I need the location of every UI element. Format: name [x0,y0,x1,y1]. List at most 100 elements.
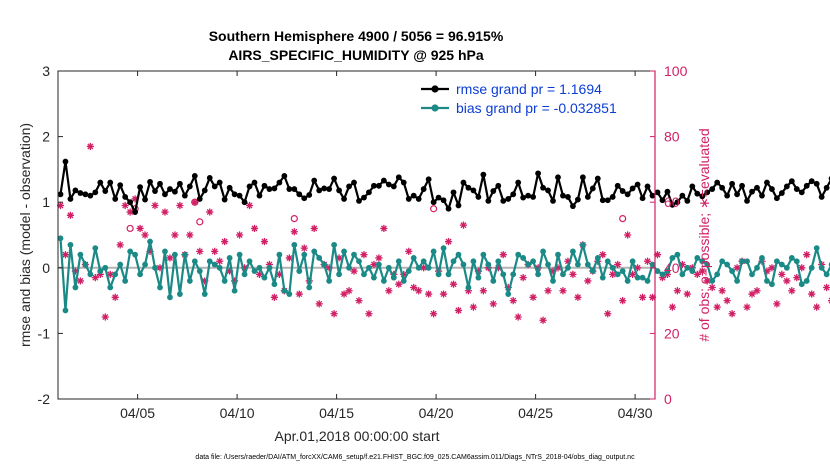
rmse-point [311,177,318,184]
rmse-point [286,186,293,192]
bias-point [729,268,736,274]
rmse-point [500,197,507,204]
rmse-point [251,179,258,186]
x-tick-label: 04/30 [618,405,653,421]
obs-evaluated-point [489,300,497,308]
obs-evaluated-point [365,310,373,318]
bias-point [395,258,402,265]
obs-evaluated-point [619,297,627,305]
bias-point [500,271,507,278]
rmse-point [579,174,586,181]
rmse-point [147,178,153,185]
rmse-point [619,188,626,194]
obs-evaluated-point [464,287,473,295]
bias-point [82,261,89,268]
rmse-point [196,196,203,202]
bias-point [545,261,551,268]
obs-evaluated-point [315,300,323,308]
rmse-point [221,196,228,203]
rmse-point [589,185,596,192]
rmse-point [316,187,323,194]
obs-evaluated-point [380,224,388,233]
rmse-point [361,194,367,201]
bias-point [634,274,641,281]
obs-possible-point [290,215,298,223]
bias-point [102,264,109,271]
rmse-point [371,182,377,189]
bias-point [719,258,726,265]
rmse-point [704,189,711,196]
x-tick-label: 04/05 [120,405,155,421]
obs-evaluated-point [713,303,721,311]
rmse-point [783,183,790,190]
bias-point [654,268,661,274]
rmse-point [744,197,750,204]
bias-point [206,258,213,265]
bias-point [231,287,238,294]
obs-evaluated-point [723,297,731,305]
bias-point [385,264,392,271]
bias-point [480,251,487,258]
y-right-tick-label: 40 [664,260,680,276]
bias-point [674,251,681,258]
bias-point [619,268,626,274]
bias-point [72,284,79,291]
bias-point [390,274,397,281]
bias-point [530,258,537,265]
obs-evaluated-point [683,290,691,298]
obs-evaluated-point [146,247,154,255]
obs-evaluated-point [330,310,338,318]
obs-evaluated-point [295,290,303,298]
bias-point [699,258,706,265]
obs-evaluated-point [459,221,468,229]
obs-possible-point [430,205,438,213]
rmse-point [460,179,467,186]
rmse-point [107,179,114,186]
bias-point [371,274,377,281]
obs-evaluated-point [350,267,358,275]
rmse-point [172,188,178,195]
bias-point [256,264,263,271]
bias-point [485,261,492,268]
obs-evaluated-point [743,303,751,311]
obs-evaluated-point [370,260,378,269]
obs-evaluated-point [544,287,552,295]
bias-point [117,261,124,268]
chart-title-line1: Southern Hemisphere 4900 / 5056 = 96.915… [209,28,504,44]
legend-bias-marker [431,104,439,112]
rmse-point [808,178,815,185]
rmse-point [813,180,820,187]
bias-point [62,307,69,314]
bias-point [440,245,447,252]
bias-point [236,251,243,258]
rmse-point [261,182,268,189]
obs-evaluated-point [539,316,547,324]
legend-bias-label: bias grand pr = -0.032851 [456,100,617,116]
obs-evaluated-point [748,290,756,298]
bias-point [579,241,586,248]
bias-point [803,278,810,284]
rmse-point [366,189,372,196]
obs-evaluated-point [564,257,572,265]
plot-area [58,71,655,399]
rmse-point [415,196,422,202]
obs-evaluated-point [554,264,562,272]
rmse-point [639,195,646,202]
obs-evaluated-point [624,231,632,239]
rmse-point [599,197,606,204]
bias-point [739,258,745,265]
obs-evaluated-point [415,287,423,295]
obs-possible-point [619,215,627,223]
bias-point [599,274,606,281]
obs-evaluated-point [534,264,542,272]
obs-evaluated-point [648,293,657,301]
obs-evaluated-point [71,267,80,275]
bias-point [172,251,178,258]
y-right-tick-label: 80 [664,129,680,145]
chart-title-line2: AIRS_SPECIFIC_HUMIDITY @ 925 hPa [228,47,484,63]
obs-evaluated-point [469,303,478,311]
bias-point [266,264,273,271]
bias-point [176,291,183,297]
rmse-point [510,191,517,198]
